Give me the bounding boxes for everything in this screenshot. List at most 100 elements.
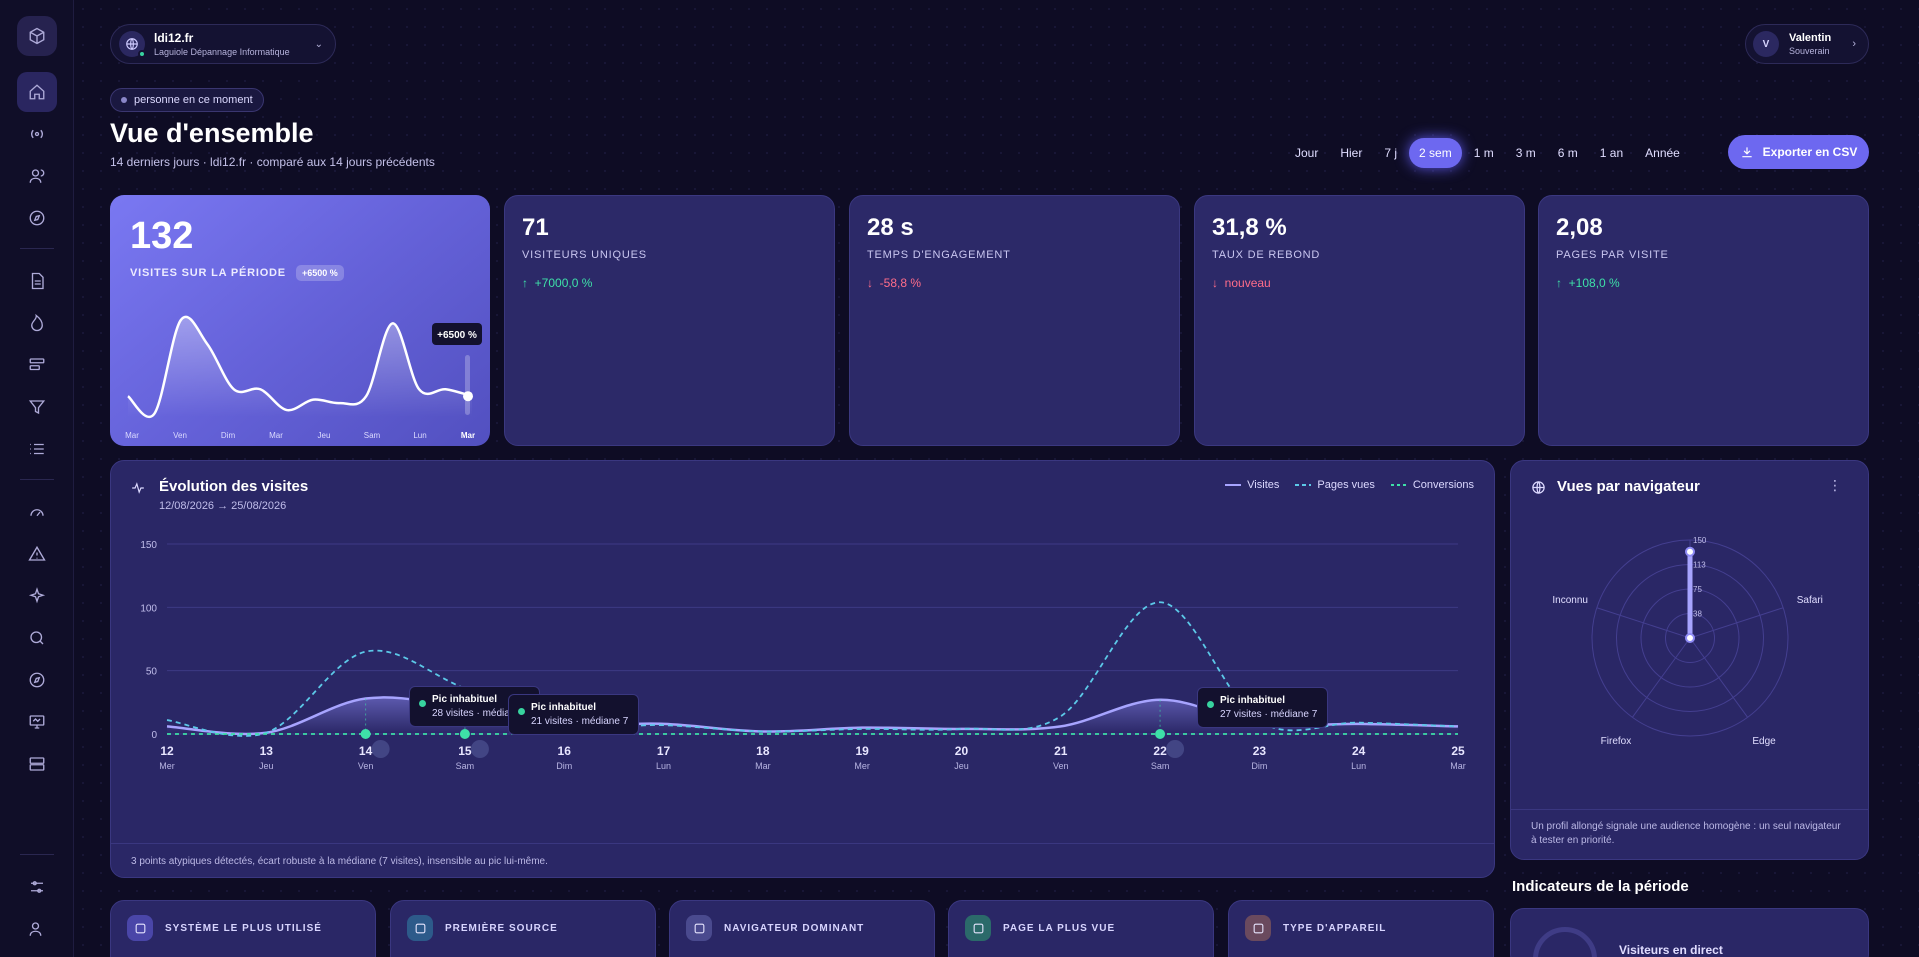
evolution-title: Évolution des visites xyxy=(159,478,309,495)
legend-visits[interactable]: Visites xyxy=(1225,479,1279,491)
tooltip-title: Pic inhabituel xyxy=(1220,695,1286,706)
kpi-card[interactable]: 71 VISITEURS UNIQUES ↑ +7000,0 % xyxy=(504,195,835,446)
kpi-card[interactable]: 2,08 PAGES PAR VISITE ↑ +108,0 % xyxy=(1538,195,1869,446)
page-title: Vue d'ensemble xyxy=(110,118,314,148)
tooltip-text: 27 visites · médiane 7 xyxy=(1220,709,1318,720)
nav-realtime[interactable] xyxy=(17,114,57,154)
legend-visits-label: Visites xyxy=(1247,479,1280,491)
kpi-delta-value: +108,0 % xyxy=(1568,276,1620,290)
x-tick-label: 22 xyxy=(1153,744,1167,758)
x-tick-label: 21 xyxy=(1054,744,1068,758)
insight-card[interactable]: PREMIÈRE SOURCE xyxy=(390,900,656,957)
export-csv-button[interactable]: Exporter en CSV xyxy=(1728,135,1869,169)
browser-radar-chart[interactable]: Chrome Safari Edge Firefox Inconnu 150 113 75 38 xyxy=(1511,516,1869,806)
nav-insights[interactable] xyxy=(17,576,57,616)
x-tick-label: 20 xyxy=(955,744,969,758)
sidebar-divider xyxy=(19,479,54,480)
compass-icon xyxy=(29,672,44,688)
anomaly-point[interactable] xyxy=(459,729,470,739)
visits-evolution-card: Évolution des visites 12/08/2026 → 25/08… xyxy=(110,460,1495,878)
x-tick-label: 13 xyxy=(260,744,274,758)
radar-tick-label: 150 xyxy=(1693,536,1707,545)
x-tick-sublabel: Lun xyxy=(1351,761,1366,771)
x-tick-sublabel: Mer xyxy=(159,761,175,771)
tooltip-title: Pic inhabituel xyxy=(531,702,597,713)
y-tick-label: 100 xyxy=(140,603,157,614)
nav-account[interactable] xyxy=(17,909,57,949)
anomaly-dot xyxy=(419,700,426,707)
insight-label: TYPE D'APPAREIL xyxy=(1283,923,1387,934)
visits-sparkline[interactable]: +6500 % Mar Ven Dim Mar Jeu Sam Lun Mar xyxy=(110,295,490,446)
cube-logo-icon xyxy=(29,27,44,45)
nav-servers[interactable] xyxy=(17,744,57,784)
export-label: Exporter en CSV xyxy=(1762,145,1858,159)
insight-card[interactable]: NAVIGATEUR DOMINANT xyxy=(669,900,935,957)
radar-point[interactable] xyxy=(1685,546,1695,557)
sparkline-day-label: Mar xyxy=(269,431,283,440)
user-menu[interactable]: V Valentin Souverain › xyxy=(1745,24,1869,64)
range-option[interactable]: 2 sem xyxy=(1409,138,1462,168)
nav-discover[interactable] xyxy=(17,660,57,700)
nav-events[interactable] xyxy=(17,345,57,385)
sparkline-day-label: Mar xyxy=(461,431,475,440)
range-option[interactable]: 3 m xyxy=(1515,146,1536,160)
range-option[interactable]: 1 an xyxy=(1599,146,1624,160)
legend-pageviews[interactable]: Pages vues xyxy=(1295,479,1375,491)
nav-audience[interactable] xyxy=(17,156,57,196)
nav-settings[interactable] xyxy=(17,867,57,907)
insight-card[interactable]: SYSTÈME LE PLUS UTILISÉ xyxy=(110,900,376,957)
anomaly-dot xyxy=(518,708,525,715)
insight-card[interactable]: TYPE D'APPAREIL xyxy=(1228,900,1494,957)
nav-pages[interactable] xyxy=(17,261,57,301)
visits-line-chart[interactable]: 0 50 100 150 12 Mer 13 Jeu 14 Ven 15 Sam 16 Dim 17 Lun 1… xyxy=(111,521,1495,821)
range-option[interactable]: Jour xyxy=(1295,146,1319,160)
sparkline-day-label: Mar xyxy=(125,431,139,440)
arrow-up-icon: ↑ xyxy=(1556,276,1562,290)
indicators-card: Visiteurs en direct xyxy=(1510,908,1869,957)
app-logo[interactable] xyxy=(16,16,57,56)
flame-icon xyxy=(30,314,43,332)
home-icon xyxy=(29,84,44,100)
activity-icon xyxy=(132,482,144,494)
kpi-card[interactable]: 31,8 % TAUX DE REBOND ↓ nouveau xyxy=(1194,195,1525,446)
site-switcher[interactable]: ldi12.fr Laguiole Dépannage Informatique… xyxy=(110,24,336,64)
nav-performance[interactable] xyxy=(17,492,57,532)
nav-alerts[interactable] xyxy=(17,534,57,574)
range-option[interactable]: 1 m xyxy=(1473,146,1494,160)
series-line-1[interactable] xyxy=(166,601,1459,737)
tooltip-text: 21 visites · médiane 7 xyxy=(531,716,629,727)
more-options-icon[interactable]: ⋮ xyxy=(1828,477,1842,493)
kpi-delta-value: -58,8 % xyxy=(879,276,922,290)
range-option[interactable]: Année xyxy=(1645,146,1680,160)
anomaly-point[interactable] xyxy=(1155,729,1166,739)
nav-search[interactable] xyxy=(17,618,57,658)
anomaly-halo xyxy=(470,740,489,758)
insight-label: SYSTÈME LE PLUS UTILISÉ xyxy=(165,923,322,934)
kpi-visits-card[interactable]: 132 VISITES SUR LA PÉRIODE +6500 % +6500… xyxy=(110,195,490,446)
x-tick-sublabel: Sam xyxy=(456,761,475,771)
nav-funnels[interactable] xyxy=(17,387,57,427)
sparkline-area xyxy=(128,316,472,417)
nav-home[interactable] xyxy=(16,72,57,112)
kpi-card[interactable]: 28 s TEMPS D'ENGAGEMENT ↓ -58,8 % xyxy=(849,195,1180,446)
radar-tick-label: 113 xyxy=(1693,561,1706,570)
nav-sources[interactable] xyxy=(17,303,57,343)
user-role: Souverain xyxy=(1789,46,1830,56)
insight-card[interactable]: PAGE LA PLUS VUE xyxy=(948,900,1214,957)
anomaly-point[interactable] xyxy=(360,729,371,739)
range-option[interactable]: Hier xyxy=(1340,146,1363,160)
kpi-delta-value: nouveau xyxy=(1224,276,1271,290)
arrow-down-icon: ↓ xyxy=(867,276,873,290)
range-option[interactable]: 6 m xyxy=(1557,146,1578,160)
range-option[interactable]: 7 j xyxy=(1384,146,1398,160)
nav-list[interactable] xyxy=(17,429,57,469)
sparkline-day-label: Sam xyxy=(364,431,381,440)
tooltip-title: Pic inhabituel xyxy=(432,694,498,705)
sidebar xyxy=(0,0,74,957)
sparkline-point[interactable] xyxy=(463,391,473,402)
x-tick-sublabel: Mar xyxy=(755,761,771,771)
nav-explore[interactable] xyxy=(17,198,57,238)
nav-monitor[interactable] xyxy=(17,702,57,742)
legend-conversions[interactable]: Conversions xyxy=(1390,479,1474,491)
kpi-label: TAUX DE REBOND xyxy=(1212,249,1321,261)
